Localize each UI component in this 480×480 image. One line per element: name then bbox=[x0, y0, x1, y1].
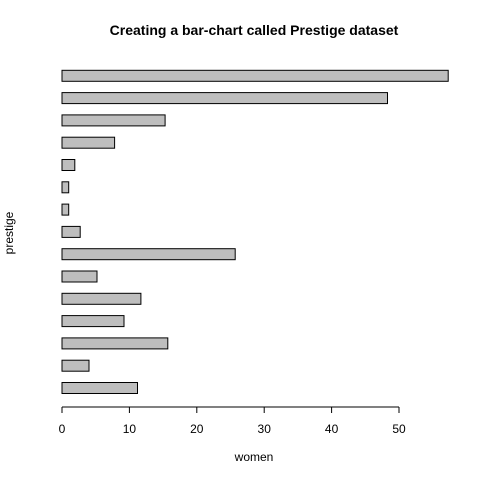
bar bbox=[61, 203, 70, 216]
bar bbox=[61, 136, 116, 149]
bar bbox=[61, 315, 125, 328]
bar bbox=[61, 248, 236, 261]
y-axis-label: prestige bbox=[2, 211, 16, 254]
x-tick-label: 20 bbox=[190, 422, 204, 436]
bars-group bbox=[61, 69, 449, 394]
x-tick-label: 40 bbox=[325, 422, 339, 436]
x-axis-label: women bbox=[234, 450, 274, 464]
bar bbox=[61, 181, 70, 194]
bar bbox=[61, 225, 81, 238]
bar bbox=[61, 69, 449, 82]
x-tick-label: 50 bbox=[392, 422, 406, 436]
bar bbox=[61, 270, 98, 283]
x-tick-label: 10 bbox=[123, 422, 137, 436]
chart-title: Creating a bar-chart called Prestige dat… bbox=[110, 22, 399, 38]
bar bbox=[61, 159, 76, 171]
bar bbox=[61, 359, 90, 372]
x-tick-label: 0 bbox=[59, 422, 66, 436]
bar bbox=[61, 292, 142, 305]
bar bbox=[61, 92, 388, 105]
x-tick-label: 30 bbox=[258, 422, 272, 436]
x-ticks-group: 0 10 20 30 40 50 bbox=[59, 407, 406, 436]
bar bbox=[61, 337, 169, 350]
bar bbox=[61, 114, 166, 127]
bar bbox=[61, 382, 138, 394]
